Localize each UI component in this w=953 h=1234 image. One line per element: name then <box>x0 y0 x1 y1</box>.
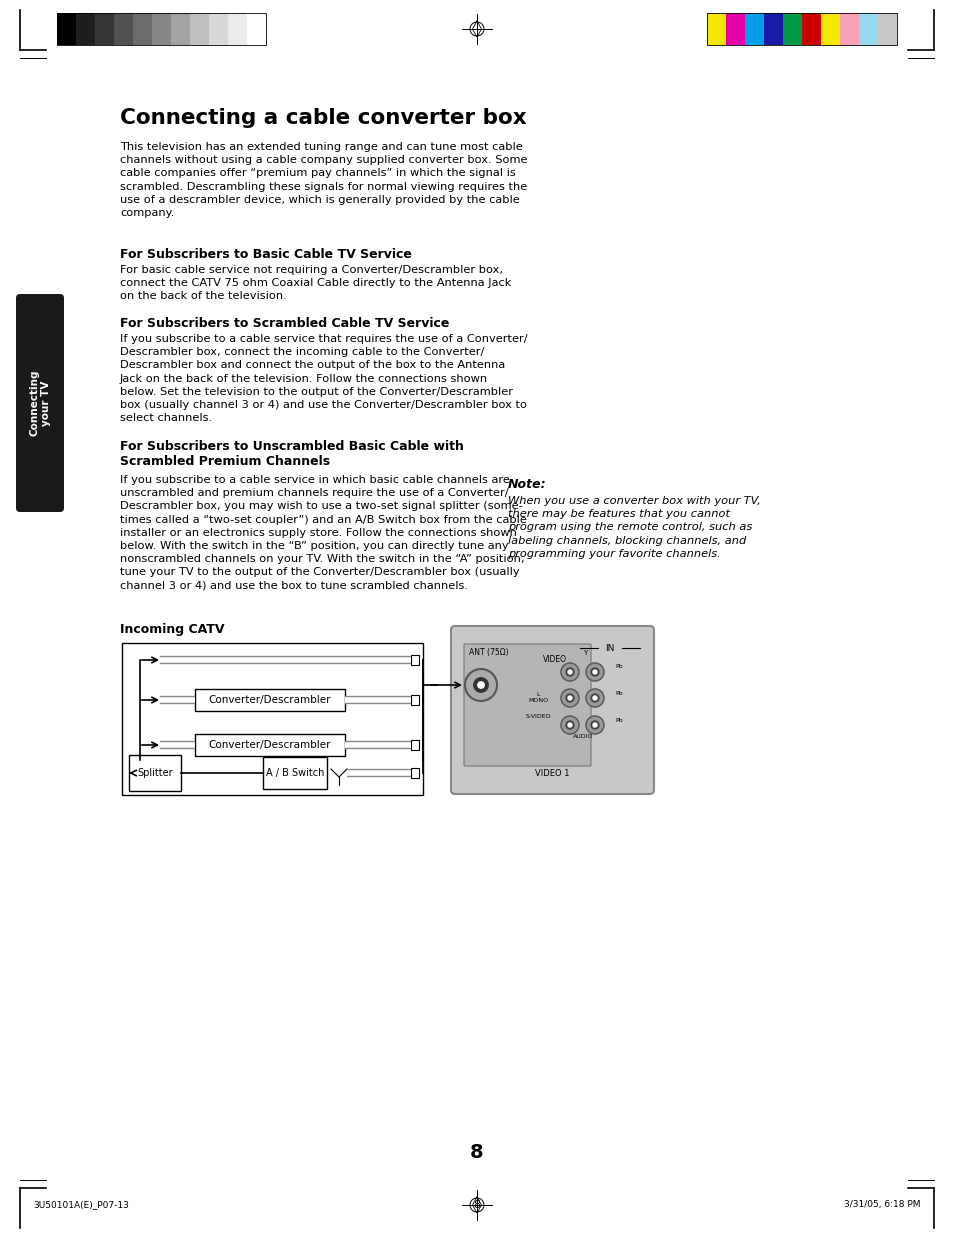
Circle shape <box>565 721 574 729</box>
Bar <box>821 14 840 44</box>
Bar <box>744 14 763 44</box>
Bar <box>763 14 782 44</box>
Bar <box>95 14 113 44</box>
Bar <box>57 14 266 44</box>
Text: For Subscribers to Scrambled Cable TV Service: For Subscribers to Scrambled Cable TV Se… <box>120 317 449 329</box>
Bar <box>209 14 228 44</box>
Text: When you use a converter box with your TV,
there may be features that you cannot: When you use a converter box with your T… <box>507 496 760 559</box>
Text: Connecting
your TV: Connecting your TV <box>30 370 51 437</box>
Circle shape <box>567 670 572 674</box>
Text: AUDIO: AUDIO <box>572 734 593 739</box>
Bar <box>411 655 418 665</box>
Text: L
MONO: L MONO <box>527 692 547 703</box>
Bar <box>57 14 76 44</box>
Bar <box>411 768 418 777</box>
Bar <box>132 14 152 44</box>
Bar <box>247 14 266 44</box>
Text: VIDEO: VIDEO <box>542 655 566 664</box>
Circle shape <box>560 663 578 681</box>
Circle shape <box>590 721 598 729</box>
Text: For Subscribers to Basic Cable TV Service: For Subscribers to Basic Cable TV Servic… <box>120 248 412 262</box>
Bar <box>190 14 209 44</box>
Text: Converter/Descrambler: Converter/Descrambler <box>209 695 331 705</box>
Bar <box>76 14 95 44</box>
Text: Splitter: Splitter <box>137 768 172 777</box>
Bar <box>113 14 132 44</box>
Text: Note:: Note: <box>507 478 546 491</box>
Bar <box>840 14 858 44</box>
Text: Converter/Descrambler: Converter/Descrambler <box>209 740 331 750</box>
Circle shape <box>593 696 597 700</box>
Circle shape <box>567 696 572 700</box>
Bar <box>725 14 744 44</box>
Circle shape <box>593 670 597 674</box>
Text: Pb: Pb <box>615 718 622 723</box>
Bar <box>411 740 418 750</box>
Circle shape <box>567 723 572 727</box>
Bar <box>171 14 190 44</box>
Text: Incoming CATV: Incoming CATV <box>120 623 224 636</box>
Bar <box>194 689 345 711</box>
Circle shape <box>474 677 488 692</box>
Bar <box>194 734 345 756</box>
Circle shape <box>565 668 574 676</box>
Circle shape <box>565 694 574 702</box>
Bar <box>782 14 801 44</box>
Circle shape <box>585 716 603 734</box>
Circle shape <box>560 716 578 734</box>
Text: 8: 8 <box>470 1143 483 1161</box>
Circle shape <box>560 689 578 707</box>
Circle shape <box>585 663 603 681</box>
Text: ANT (75Ω): ANT (75Ω) <box>469 648 508 656</box>
Circle shape <box>590 694 598 702</box>
Text: Connecting a cable converter box: Connecting a cable converter box <box>120 109 526 128</box>
FancyBboxPatch shape <box>451 626 654 793</box>
Circle shape <box>464 669 497 701</box>
Text: Pb: Pb <box>615 664 622 669</box>
Bar <box>858 14 877 44</box>
Text: 8: 8 <box>473 1199 480 1211</box>
Text: For basic cable service not requiring a Converter/Descrambler box,
connect the C: For basic cable service not requiring a … <box>120 265 511 301</box>
Bar <box>122 643 422 795</box>
Text: For Subscribers to Unscrambled Basic Cable with
Scrambled Premium Channels: For Subscribers to Unscrambled Basic Cab… <box>120 441 463 468</box>
Bar <box>801 14 821 44</box>
Circle shape <box>477 682 484 689</box>
Text: 3U50101A(E)_P07-13: 3U50101A(E)_P07-13 <box>33 1201 129 1209</box>
Bar <box>877 14 896 44</box>
FancyBboxPatch shape <box>463 644 590 766</box>
Text: Y: Y <box>582 650 586 656</box>
Text: If you subscribe to a cable service in which basic cable channels are
unscramble: If you subscribe to a cable service in w… <box>120 475 526 591</box>
Text: IN: IN <box>604 643 614 653</box>
Text: VIDEO 1: VIDEO 1 <box>535 769 569 777</box>
Circle shape <box>585 689 603 707</box>
Text: This television has an extended tuning range and can tune most cable
channels wi: This television has an extended tuning r… <box>120 142 527 218</box>
FancyBboxPatch shape <box>16 294 64 512</box>
Bar <box>706 14 725 44</box>
Bar <box>411 695 418 705</box>
Text: If you subscribe to a cable service that requires the use of a Converter/
Descra: If you subscribe to a cable service that… <box>120 334 527 423</box>
Circle shape <box>590 668 598 676</box>
Text: Pb: Pb <box>615 691 622 696</box>
Bar <box>152 14 171 44</box>
Circle shape <box>593 723 597 727</box>
Bar <box>228 14 247 44</box>
Bar <box>129 755 181 791</box>
Text: A / B Switch: A / B Switch <box>266 768 324 777</box>
Text: 3/31/05, 6:18 PM: 3/31/05, 6:18 PM <box>843 1201 920 1209</box>
Bar <box>263 756 327 789</box>
Text: S-VIDEO: S-VIDEO <box>525 714 550 719</box>
Bar <box>706 14 896 44</box>
